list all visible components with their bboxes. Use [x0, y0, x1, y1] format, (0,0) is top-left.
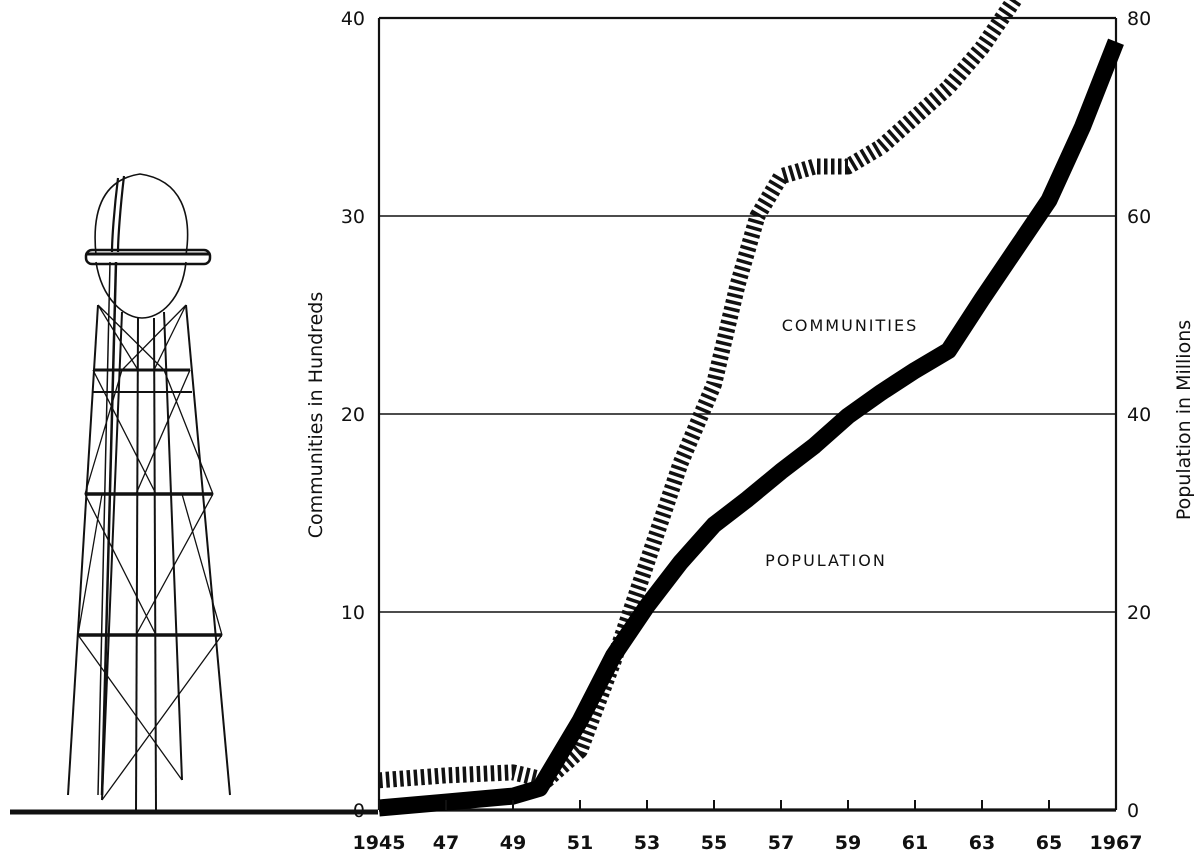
left-y-tick-label: 0: [353, 800, 365, 822]
left-y-axis-title: Communities in Hundreds: [305, 292, 327, 538]
x-tick-label: 51: [567, 832, 593, 854]
x-tick-label: 49: [500, 832, 526, 854]
plot-frame: [377, 16, 1118, 812]
left-y-tick-label: 10: [341, 602, 365, 624]
left-y-tick-label: 40: [341, 8, 365, 30]
left-y-axis-ticks: 0 10 20 30 40: [341, 8, 365, 822]
communities-series: [378, 38, 1124, 817]
x-tick-label: 63: [969, 832, 995, 854]
right-y-axis-title: Population in Millions: [1173, 320, 1195, 520]
x-tick-label: 47: [433, 832, 459, 854]
tank-bowl: [95, 261, 187, 319]
population-series: [378, 0, 1024, 789]
right-y-tick-label: 0: [1127, 800, 1139, 822]
right-y-tick-label: 60: [1127, 206, 1151, 228]
communities-line: [378, 38, 1124, 817]
right-y-tick-label: 40: [1127, 404, 1151, 426]
tank-dome: [94, 173, 189, 256]
x-tick-label: 59: [835, 832, 861, 854]
water-tower-illustration: [10, 173, 378, 815]
tank-catwalk: [84, 248, 212, 266]
x-tick-label: 61: [902, 832, 928, 854]
grid-lines: [379, 215, 1116, 613]
left-y-tick-label: 20: [341, 404, 365, 426]
x-tick-label: 1967: [1090, 832, 1143, 854]
population-line: [378, 0, 1024, 789]
right-y-tick-label: 80: [1127, 8, 1151, 30]
communities-label: COMMUNITIES: [782, 316, 919, 335]
x-axis-ticks: 1945 47 49 51 53 55 57 59 61 63 65 1967: [353, 800, 1143, 854]
x-tick-label: 65: [1036, 832, 1062, 854]
right-y-tick-label: 20: [1127, 602, 1151, 624]
population-label: POPULATION: [765, 551, 887, 570]
x-tick-label: 53: [634, 832, 660, 854]
x-tick-label: 1945: [353, 832, 406, 854]
x-tick-label: 55: [701, 832, 727, 854]
left-y-tick-label: 30: [341, 206, 365, 228]
x-tick-label: 57: [768, 832, 794, 854]
right-y-axis-ticks: 0 20 40 60 80: [1127, 8, 1151, 822]
